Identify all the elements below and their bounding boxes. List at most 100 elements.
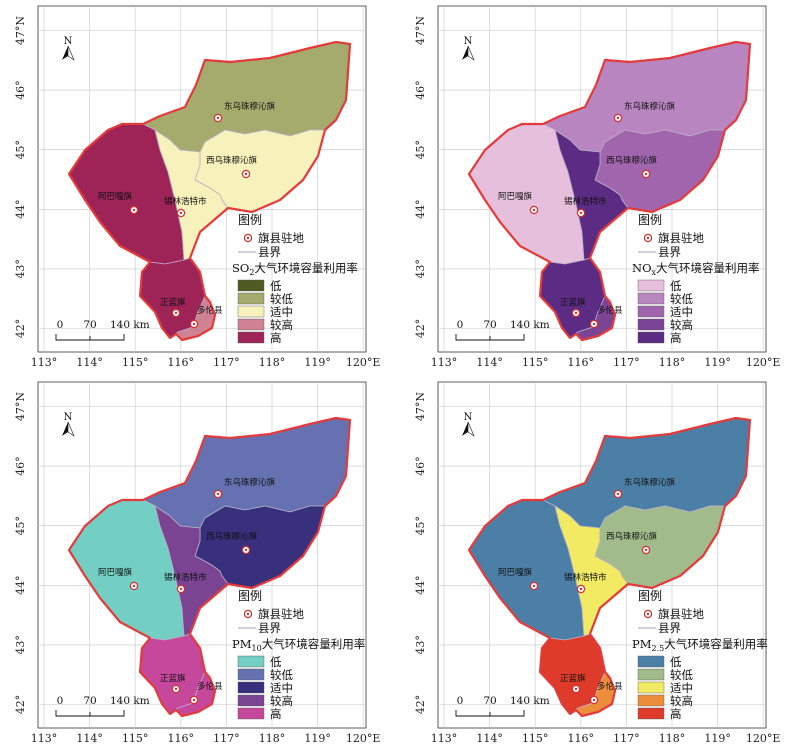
legend-level-label: 适中	[270, 305, 293, 319]
legend-level-label: 适中	[670, 305, 693, 319]
place-label-duolun: 多伦县	[197, 305, 223, 316]
seat-abag: 阿巴嘎旗	[98, 191, 139, 215]
longitude-tick-label: 117°	[213, 356, 240, 369]
seat-xilin: 锡林浩特市	[164, 572, 207, 594]
seat-marker-dot	[616, 116, 620, 120]
latitude-tick-label: 42°	[414, 695, 427, 715]
longitude-tick-label: 113°	[431, 356, 458, 369]
legend-swatch	[637, 681, 665, 694]
seat-marker-dot	[192, 322, 196, 326]
legend-variable-title: NOx大气环境容量利用率	[632, 261, 760, 277]
seat-marker-dot	[532, 208, 536, 212]
scale-bar: 0 70 140 km	[55, 319, 150, 341]
latitude-tick-label: 44°	[414, 200, 427, 220]
legend-level-label: 较高	[670, 318, 693, 332]
seat-duolun: 多伦县	[189, 681, 223, 705]
legend-swatch	[637, 707, 665, 720]
seat-zhenglan: 正蓝旗	[560, 297, 586, 318]
seat-marker-dot	[644, 548, 648, 552]
place-label-abag: 阿巴嘎旗	[98, 567, 133, 578]
scale-bar: 0 70 140 km	[455, 695, 550, 717]
scale-bar-label: 70	[83, 695, 96, 707]
latitude-tick-label: 47°N	[14, 392, 27, 421]
seat-marker-dot	[179, 211, 183, 215]
place-label-dongwu: 东乌珠穆沁旗	[224, 101, 276, 112]
north-arrow-icon: N	[462, 36, 475, 61]
latitude-tick-label: 44°	[14, 200, 27, 220]
place-label-zhenglan: 正蓝旗	[160, 673, 186, 684]
north-arrow-icon: N	[462, 412, 475, 437]
study-area-boundary	[467, 40, 752, 342]
latitude-tick-label: 44°	[414, 576, 427, 596]
place-label-duolun: 多伦县	[197, 681, 223, 692]
legend-seat-dot	[646, 236, 650, 240]
longitude-tick-label: 119°	[704, 732, 731, 745]
seat-marker-dot	[644, 172, 648, 176]
place-label-duolun: 多伦县	[597, 305, 623, 316]
seat-abag: 阿巴嘎旗	[498, 191, 539, 215]
legend-level-label: 高	[270, 331, 282, 345]
longitude-tick-label: 120°E	[346, 732, 381, 745]
seat-marker-dot	[616, 492, 620, 496]
longitude-tick-label: 118°	[659, 732, 686, 745]
place-label-abag: 阿巴嘎旗	[498, 567, 533, 578]
seat-marker-dot	[174, 311, 178, 315]
north-arrow-left	[62, 422, 68, 436]
longitude-tick-label: 113°	[431, 732, 458, 745]
legend-swatch	[237, 331, 265, 344]
legend-swatch	[237, 318, 265, 331]
latitude-tick-label: 46°	[14, 456, 27, 476]
legend-seat-label: 旗县驻地	[258, 231, 304, 245]
legend-swatch	[237, 279, 265, 292]
legend-swatch	[637, 668, 665, 681]
longitude-tick-label: 113°	[31, 732, 58, 745]
longitude-tick-label: 115°	[522, 356, 549, 369]
legend-level-label: 较低	[670, 668, 693, 682]
seat-abag: 阿巴嘎旗	[498, 567, 539, 591]
longitude-tick-label: 115°	[522, 732, 549, 745]
legend-boundary-label: 县界	[658, 245, 681, 259]
legend-boundary-label: 县界	[258, 245, 281, 259]
legend-seat-dot	[246, 612, 250, 616]
scale-bar-label: 140 km	[510, 319, 550, 331]
place-label-dongwu: 东乌珠穆沁旗	[224, 477, 276, 488]
longitude-tick-label: 120°E	[746, 356, 781, 369]
north-label: N	[464, 36, 473, 47]
region-xilin	[554, 129, 629, 261]
place-label-xiwu: 西乌珠穆沁旗	[606, 531, 658, 542]
north-arrow-left	[462, 422, 468, 436]
place-label-zhenglan: 正蓝旗	[160, 297, 186, 308]
seat-dongwu: 东乌珠穆沁旗	[613, 477, 676, 499]
regions	[468, 417, 751, 717]
longitude-tick-label: 120°E	[746, 732, 781, 745]
latitude-tick-label: 42°	[14, 695, 27, 715]
latitude-tick-label: 42°	[14, 319, 27, 339]
longitude-tick-label: 117°	[213, 732, 240, 745]
scale-bar-label: 140 km	[110, 695, 150, 707]
region-xilin	[554, 505, 629, 637]
longitude-tick-label: 119°	[304, 356, 331, 369]
legend-swatch	[637, 694, 665, 707]
scale-bar-label: 0	[57, 319, 64, 331]
seat-marker-dot	[192, 698, 196, 702]
legend-seat-label: 旗县驻地	[658, 607, 704, 621]
latitude-tick-label: 44°	[14, 576, 27, 596]
legend-swatch	[237, 292, 265, 305]
place-label-duolun: 多伦县	[597, 681, 623, 692]
place-label-xilin: 锡林浩特市	[164, 196, 207, 207]
seat-dongwu: 东乌珠穆沁旗	[213, 101, 276, 123]
seat-marker-dot	[574, 311, 578, 315]
legend-title: 图例	[638, 589, 662, 603]
legend-variable-title: SO2大气环境容量利用率	[232, 261, 358, 277]
longitude-tick-label: 113°	[31, 356, 58, 369]
legend-swatch	[237, 305, 265, 318]
seat-marker-dot	[132, 584, 136, 588]
latitude-tick-label: 46°	[414, 80, 427, 100]
legend-title: 图例	[238, 213, 262, 227]
longitude-tick-label: 118°	[659, 356, 686, 369]
legend-swatch	[237, 655, 265, 668]
